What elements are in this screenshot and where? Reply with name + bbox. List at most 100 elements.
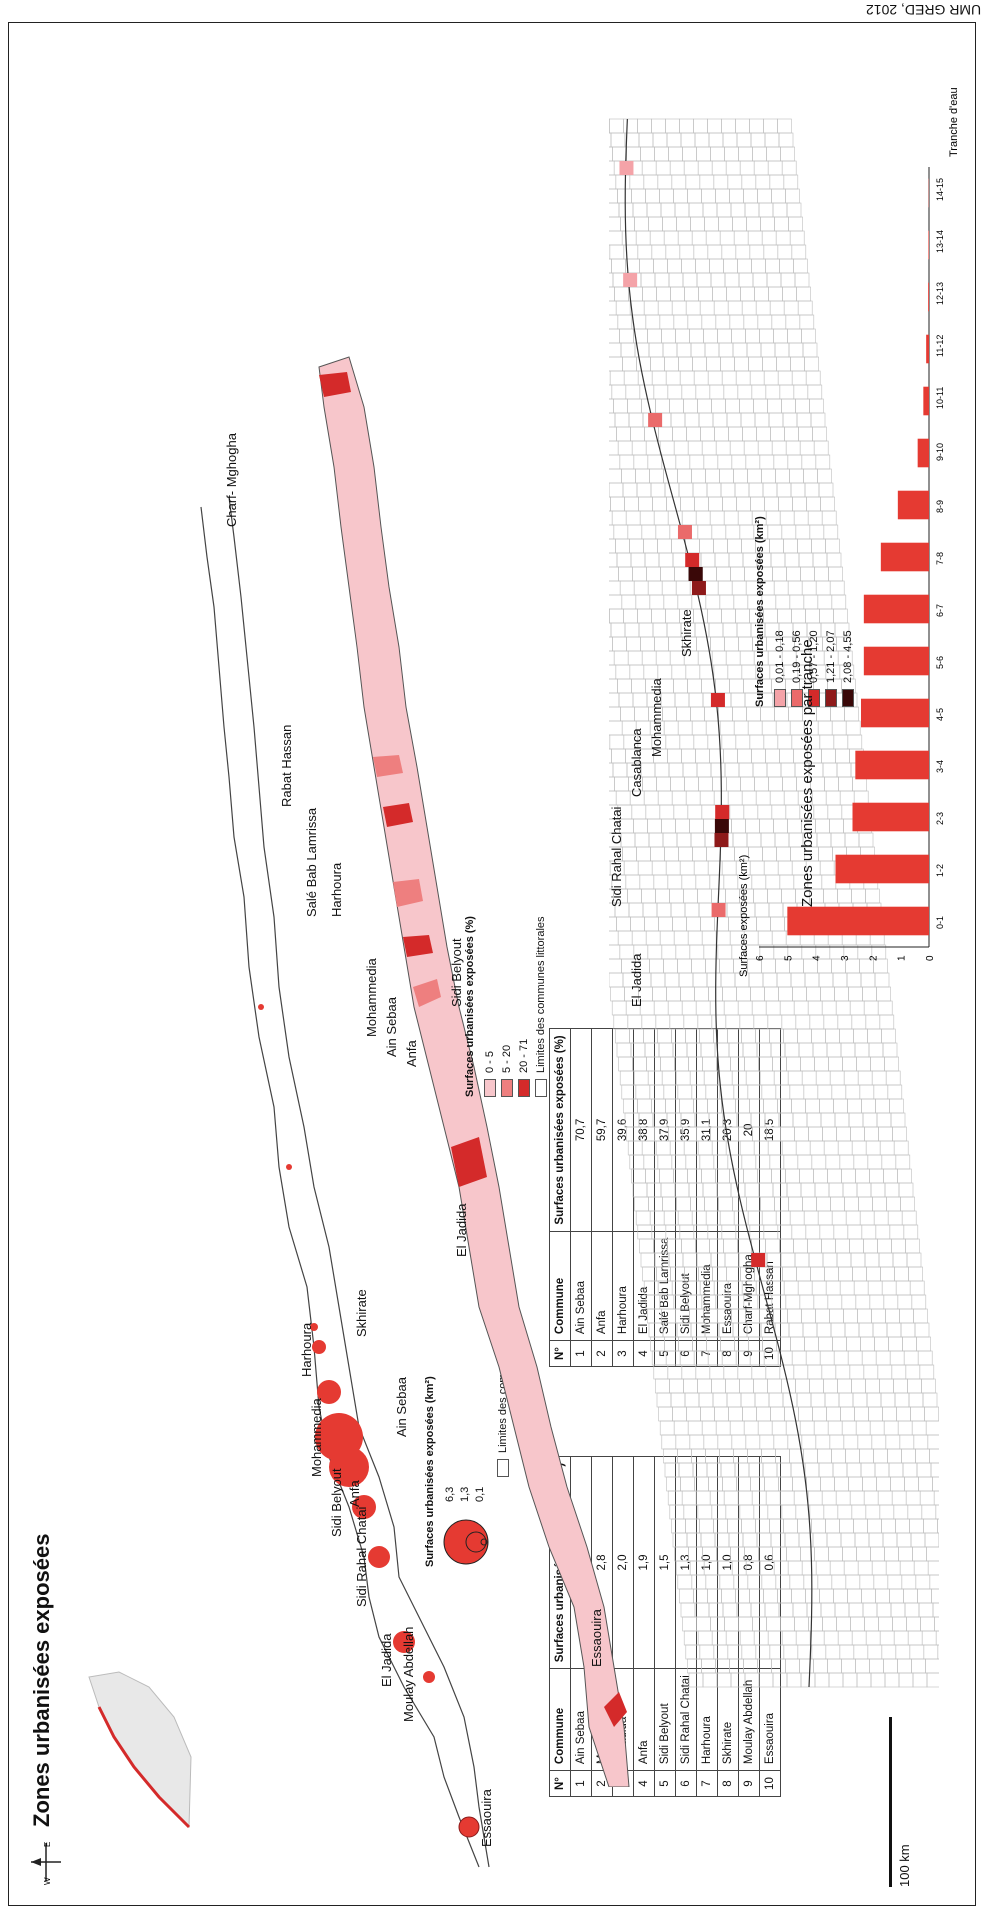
map-1-proportional-circles: [200, 496, 490, 1868]
chart-xtick-label: 4-5: [935, 708, 945, 721]
chart-xlabel: Tranche d'eau (m): [948, 87, 960, 157]
map3-label-mohammedia: Mohammedia: [649, 678, 664, 757]
legend-swatch: [518, 1079, 530, 1097]
grid-cells: [609, 118, 939, 1688]
map2-table-header: Surfaces urbanisées exposées (%): [549, 1028, 571, 1232]
cell: 7: [696, 1770, 718, 1797]
map2-label-el-jadida: El Jadida: [454, 1203, 469, 1257]
grid-hotspot: [685, 553, 700, 567]
cell: Ain Sebaa: [570, 1231, 592, 1341]
cell: 8: [717, 1770, 739, 1797]
map-frame: Zones urbanisées exposées W E: [8, 22, 976, 1906]
chart-bar: [897, 490, 929, 520]
map2-table-header: N°: [549, 1340, 571, 1367]
map1-legend-circles: [443, 1519, 489, 1565]
chart-xtick-label: 7-8: [935, 552, 945, 565]
map2-legend-item: 20 - 71: [518, 1039, 530, 1097]
map2-label-rabat-hassan: Rabat Hassan: [279, 724, 294, 807]
chart-xtick-label: 1-2: [935, 864, 945, 877]
legend-label: 20 - 71: [518, 1038, 530, 1073]
cell: 1: [570, 1340, 592, 1367]
grid-hotspot: [619, 161, 634, 175]
table-row: 1 Ain Sebaa 70,7: [570, 1028, 592, 1367]
bar-chart: Surfaces exposées (km²) Tranche d'eau (m…: [738, 87, 960, 977]
grid-hotspot: [648, 413, 663, 427]
map3-label-el-jadida: El Jadida: [629, 953, 644, 1007]
map3-label-casablanca: Casablanca: [629, 728, 644, 797]
map2-table-header: Commune: [549, 1231, 571, 1341]
grid-hotspot: [751, 1253, 766, 1267]
chart-ytick-label: 5: [783, 955, 794, 961]
chart-xtick-label: 9-10: [935, 443, 945, 461]
map2-label-sidi-belyout: Sidi Belyout: [449, 938, 464, 1007]
chart-xtick-label: 0-1: [935, 916, 945, 929]
map2-legend-title: Surfaces urbanisées exposées (%): [464, 916, 476, 1097]
credit-text: UMR GRED, 2012: [865, 2, 981, 18]
map-2-percentage: [318, 356, 630, 1787]
map1-label-essaouira: Essaouira: [479, 1789, 494, 1847]
chart-bar: [787, 906, 930, 936]
grid-hotspot: [623, 273, 638, 287]
legend-label: 0 - 5: [484, 1050, 496, 1073]
map2-legend-item: Limites des communes littorales: [535, 916, 547, 1097]
legend-swatch: [484, 1079, 496, 1097]
page-title: Zones urbanisées exposées: [29, 1533, 54, 1827]
map-3-grid: [609, 118, 939, 1688]
chart-bar: [855, 750, 929, 780]
chart-ytick-label: 2: [868, 955, 879, 961]
chart-xtick-label: 12-13: [935, 282, 945, 305]
compass-rose-icon: W E: [31, 1842, 61, 1885]
chart-ytick-label: 0: [925, 955, 936, 961]
legend-swatch: [501, 1079, 513, 1097]
cell: 5: [654, 1770, 676, 1797]
map2-label-anfa: Anfa: [404, 1040, 419, 1067]
chart-xtick-label: 10-11: [935, 387, 945, 409]
chart-bar: [863, 646, 929, 676]
chart-bar: [923, 386, 929, 416]
map2-label-mohammedia: Mohammedia: [364, 958, 379, 1037]
map2-label-essaouira: Essaouira: [589, 1609, 604, 1667]
grid-hotspot: [715, 805, 730, 819]
chart-bar: [880, 542, 929, 572]
chart-xtick-label: 2-3: [935, 812, 945, 825]
map2-label-sale-bab-lamrissa: Salé Bab Lamrissa: [304, 807, 319, 917]
grid-hotspot: [691, 581, 706, 595]
legend-label: Limites des communes littorales: [535, 916, 547, 1073]
chart-xtick-label: 11-12: [935, 335, 945, 357]
map3-label-sidi-rahal-chatai: Sidi Rahal Chatai: [609, 806, 624, 907]
chart-xtick-label: 13-14: [935, 230, 945, 253]
grid-hotspot: [677, 525, 692, 539]
svg-text:E: E: [43, 1842, 52, 1847]
map2-label-charf-mghogha: Charf- Mghogha: [224, 433, 239, 527]
chart-xtick-label: 3-4: [935, 760, 945, 773]
chart-ytick-label: 6: [755, 955, 766, 961]
chart-xtick-label: 5-6: [935, 656, 945, 669]
chart-xtick-label: 6-7: [935, 604, 945, 617]
chart-ytick-label: 3: [840, 955, 851, 961]
grid-hotspot: [710, 693, 725, 707]
locator-map: [88, 1671, 192, 1829]
map2-label-harhoura: Harhoura: [329, 862, 344, 917]
chart-xtick-label: 14-15: [935, 178, 945, 201]
scale-bar: [889, 1717, 892, 1887]
chart-ytick-label: 1: [897, 955, 908, 961]
cell: 9: [738, 1770, 760, 1797]
map2-legend-item: 5 - 20: [501, 1045, 513, 1097]
map2-label-ain-sebaa: Ain Sebaa: [384, 997, 399, 1057]
svg-text:W: W: [43, 1877, 52, 1885]
grid-hotspot: [688, 567, 703, 581]
cell: 10: [759, 1770, 781, 1797]
chart-bar: [863, 594, 929, 624]
grid-hotspot: [711, 903, 726, 917]
chart-bar: [928, 282, 929, 312]
chart-ylabel: Surfaces exposées (km²): [738, 855, 750, 977]
scale-label: 100 km: [897, 1844, 912, 1887]
chart-xtick-label: 8-9: [935, 500, 945, 513]
map3-label-skhirate: Skhirate: [679, 609, 694, 657]
grid-hotspot: [714, 833, 729, 847]
chart-bar: [861, 698, 929, 728]
rotated-canvas: Zones urbanisées exposées W E: [9, 23, 975, 1905]
legend-swatch: [535, 1079, 547, 1097]
chart-ytick-label: 4: [812, 955, 823, 961]
chart-bar: [917, 438, 930, 468]
